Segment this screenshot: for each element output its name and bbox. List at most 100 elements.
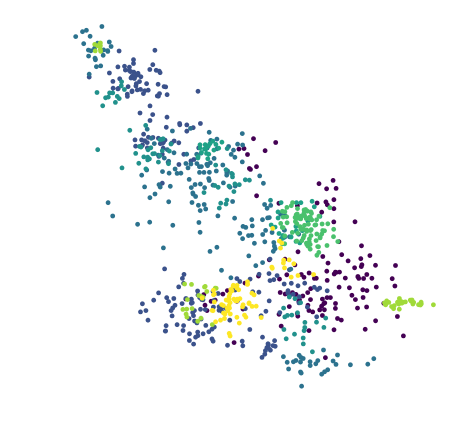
data-point bbox=[159, 148, 165, 154]
data-point bbox=[167, 183, 173, 189]
data-point bbox=[314, 319, 319, 325]
data-point bbox=[151, 297, 157, 303]
data-point bbox=[416, 302, 421, 308]
data-point bbox=[333, 306, 338, 311]
data-point bbox=[206, 329, 212, 335]
data-point bbox=[214, 244, 220, 250]
data-point bbox=[163, 84, 169, 90]
data-point bbox=[324, 268, 330, 274]
data-point bbox=[308, 227, 314, 233]
data-point bbox=[324, 243, 330, 248]
data-point bbox=[129, 88, 135, 94]
data-point bbox=[224, 197, 230, 203]
data-point bbox=[331, 226, 337, 232]
data-point bbox=[299, 383, 304, 389]
data-point bbox=[147, 67, 153, 72]
data-point bbox=[300, 226, 306, 232]
data-point bbox=[308, 286, 314, 292]
data-point bbox=[266, 298, 272, 304]
data-point bbox=[253, 303, 259, 309]
data-point bbox=[309, 211, 314, 216]
data-point bbox=[223, 201, 229, 207]
data-point bbox=[197, 142, 203, 148]
data-point bbox=[294, 211, 300, 217]
data-point bbox=[232, 215, 238, 221]
data-point bbox=[152, 47, 158, 53]
data-point bbox=[319, 221, 325, 227]
data-point bbox=[371, 356, 377, 362]
data-point bbox=[331, 327, 337, 333]
data-point bbox=[231, 296, 237, 302]
data-point bbox=[232, 181, 238, 187]
data-point bbox=[218, 317, 223, 323]
data-point bbox=[310, 309, 316, 315]
data-point bbox=[157, 70, 163, 76]
data-point bbox=[258, 315, 264, 320]
data-point bbox=[133, 151, 139, 156]
data-point bbox=[314, 217, 319, 223]
data-point bbox=[254, 164, 259, 170]
data-point bbox=[168, 141, 174, 147]
data-point bbox=[171, 296, 177, 301]
data-point bbox=[359, 243, 364, 249]
data-point bbox=[319, 371, 325, 377]
data-point bbox=[331, 234, 336, 240]
data-point bbox=[358, 256, 364, 262]
data-point bbox=[161, 155, 167, 161]
data-point bbox=[164, 114, 170, 120]
series-3 bbox=[94, 79, 329, 355]
data-point bbox=[249, 217, 255, 223]
data-point bbox=[110, 85, 116, 91]
data-point bbox=[150, 62, 156, 68]
data-point bbox=[73, 34, 79, 39]
data-point bbox=[195, 155, 201, 161]
data-point bbox=[156, 93, 161, 99]
data-point bbox=[192, 182, 198, 187]
data-point bbox=[224, 146, 230, 152]
data-point bbox=[333, 269, 338, 275]
data-point bbox=[110, 90, 116, 96]
data-point bbox=[302, 325, 308, 330]
data-point bbox=[155, 81, 161, 87]
data-point bbox=[215, 184, 221, 190]
data-point bbox=[307, 242, 313, 247]
data-point bbox=[295, 249, 301, 255]
data-point bbox=[235, 141, 241, 147]
data-point bbox=[172, 166, 178, 172]
data-point bbox=[218, 200, 224, 206]
data-point bbox=[86, 53, 91, 59]
data-point bbox=[133, 83, 139, 89]
data-point bbox=[195, 288, 201, 294]
data-point bbox=[365, 361, 371, 367]
data-point bbox=[295, 206, 300, 212]
data-point bbox=[182, 281, 188, 287]
data-point bbox=[256, 289, 262, 295]
data-point bbox=[281, 327, 287, 332]
data-point bbox=[401, 333, 406, 339]
data-point bbox=[314, 200, 320, 206]
data-point bbox=[322, 307, 327, 313]
data-point bbox=[242, 177, 248, 183]
data-point bbox=[145, 154, 151, 160]
data-point bbox=[201, 190, 207, 196]
data-point bbox=[206, 151, 212, 157]
data-point bbox=[290, 291, 296, 297]
data-point bbox=[160, 140, 166, 146]
data-point bbox=[259, 355, 265, 360]
data-point bbox=[198, 315, 204, 321]
data-point bbox=[355, 305, 360, 311]
data-point bbox=[274, 273, 280, 278]
data-point bbox=[188, 185, 194, 191]
data-point bbox=[360, 295, 366, 300]
data-point bbox=[288, 266, 294, 272]
data-point bbox=[302, 320, 308, 325]
data-point bbox=[162, 266, 168, 272]
data-point bbox=[86, 47, 91, 53]
data-point bbox=[271, 240, 277, 245]
data-point bbox=[136, 160, 142, 166]
data-point bbox=[227, 317, 233, 323]
data-point bbox=[295, 310, 300, 316]
data-point bbox=[315, 244, 321, 250]
data-point bbox=[198, 181, 203, 187]
data-point bbox=[245, 152, 250, 157]
